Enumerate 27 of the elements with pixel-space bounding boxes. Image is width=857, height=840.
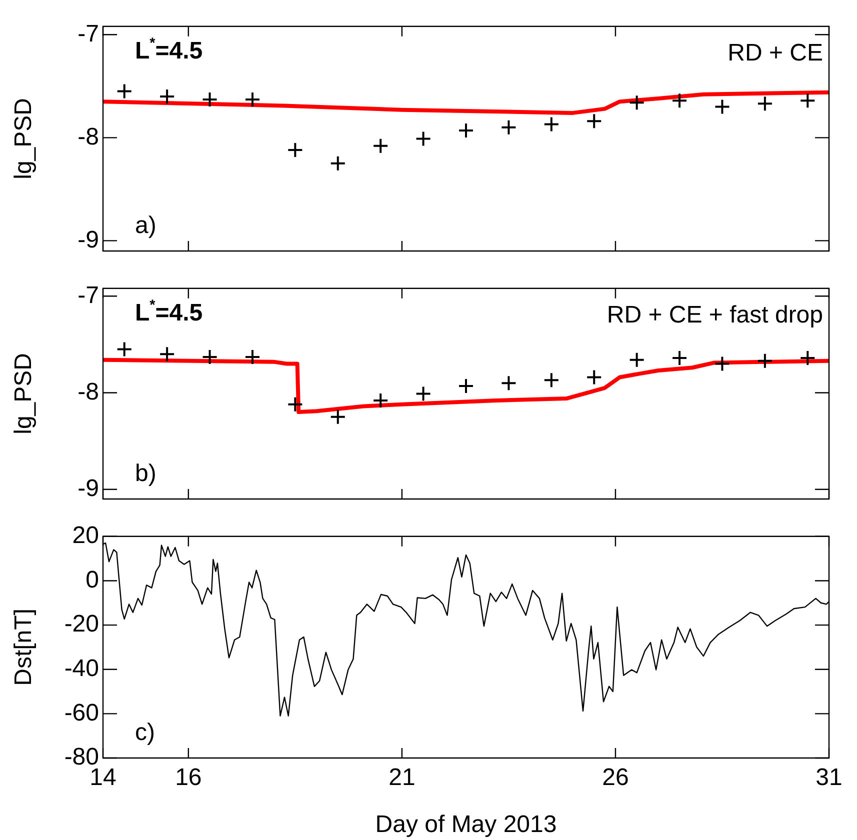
annotation: L*=4.5 <box>135 298 203 326</box>
x-tick-label: 26 <box>602 764 629 792</box>
y-tick-label: -8 <box>78 123 99 150</box>
x-tick-label: 14 <box>90 764 116 792</box>
annotation: RD + CE <box>728 39 824 66</box>
y-tick-label: -20 <box>64 610 99 638</box>
y-tick-label: -9 <box>78 226 99 254</box>
annotation: b) <box>135 460 156 487</box>
x-tick-label: 21 <box>388 764 416 792</box>
y-axis-title: lg_PSD <box>10 353 38 434</box>
annotation: c) <box>135 719 155 746</box>
x-tick-label: 31 <box>816 764 842 792</box>
y-tick-label: -8 <box>78 378 99 406</box>
y-tick-label: -9 <box>78 474 99 502</box>
y-tick-label: -7 <box>78 20 99 48</box>
y-axis-title: Dst[nT] <box>10 608 38 686</box>
annotation: a) <box>135 212 156 239</box>
y-tick-label: 0 <box>86 566 99 594</box>
x-tick-label: 16 <box>175 764 202 792</box>
y-tick-label: -60 <box>64 699 99 726</box>
annotation: L*=4.5 <box>135 36 203 64</box>
y-tick-label: -7 <box>78 282 99 309</box>
y-tick-label: -40 <box>64 654 99 682</box>
x-axis-title: Day of May 2013 <box>375 811 557 838</box>
annotation: RD + CE + fast drop <box>606 301 823 328</box>
y-axis-title: lg_PSD <box>10 98 38 180</box>
y-tick-label: 20 <box>72 522 99 550</box>
